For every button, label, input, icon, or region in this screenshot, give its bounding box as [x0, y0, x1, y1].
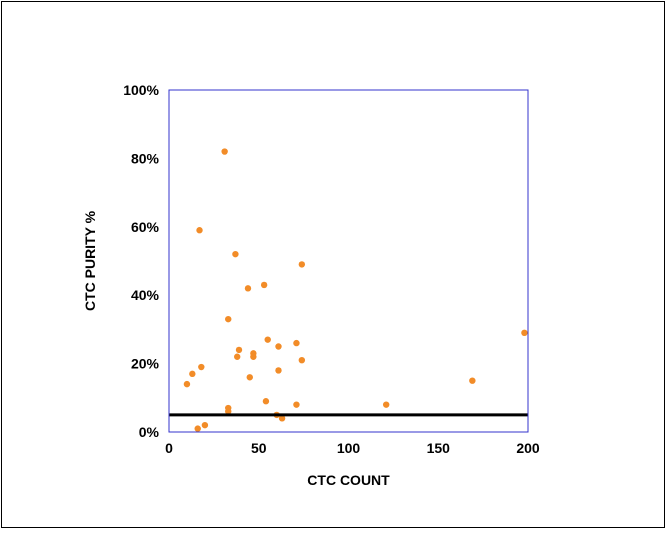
scatter-chart: 0 50 100 150 200 0% 20% 40% 60% 80% 100% CTC COUN… — [82, 82, 540, 488]
data-point — [225, 408, 232, 415]
data-point — [278, 415, 286, 422]
data-point — [194, 425, 201, 432]
data-point — [201, 421, 209, 429]
data-point — [250, 350, 257, 357]
data-point — [469, 377, 476, 384]
y-tick-label: 20% — [131, 356, 160, 372]
data-point — [235, 346, 243, 354]
x-tick-label: 150 — [427, 440, 451, 456]
x-axis-label: CTC COUNT — [307, 472, 390, 488]
plot-area — [168, 89, 529, 433]
y-tick-label: 60% — [131, 219, 160, 235]
data-point — [246, 374, 253, 381]
y-tick-label: 40% — [131, 287, 160, 303]
data-point — [198, 363, 205, 371]
y-tick-label: 80% — [131, 150, 160, 166]
data-point — [183, 380, 191, 388]
data-point — [221, 148, 228, 155]
y-tick-label: 0% — [139, 424, 160, 440]
data-point — [234, 353, 241, 360]
data-point — [244, 285, 252, 292]
chart-frame: 0 50 100 150 200 0% 20% 40% 60% 80% 100% CTC COUN… — [1, 1, 665, 528]
data-point — [232, 250, 239, 258]
data-point — [382, 401, 390, 408]
data-point — [298, 356, 306, 364]
data-point — [262, 398, 270, 405]
y-tick-label: 100% — [123, 82, 159, 98]
x-tick-label: 200 — [516, 440, 540, 456]
data-point — [293, 339, 300, 347]
data-point — [293, 401, 300, 408]
points-layer — [183, 148, 528, 432]
data-point — [189, 370, 196, 378]
data-point — [298, 261, 306, 268]
data-point — [275, 367, 282, 374]
data-point — [521, 329, 528, 337]
y-axis-label: CTC PURITY % — [82, 210, 98, 311]
x-tick-label: 0 — [165, 440, 173, 456]
data-point — [260, 281, 268, 289]
data-point — [196, 227, 203, 234]
data-point — [225, 315, 232, 323]
y-tick-labels: 0% 20% 40% 60% 80% 100% — [123, 82, 159, 440]
data-point — [264, 336, 271, 343]
data-point — [275, 343, 282, 350]
x-tick-labels: 0 50 100 150 200 — [165, 440, 540, 456]
x-tick-label: 100 — [337, 440, 361, 456]
x-tick-label: 50 — [251, 440, 267, 456]
